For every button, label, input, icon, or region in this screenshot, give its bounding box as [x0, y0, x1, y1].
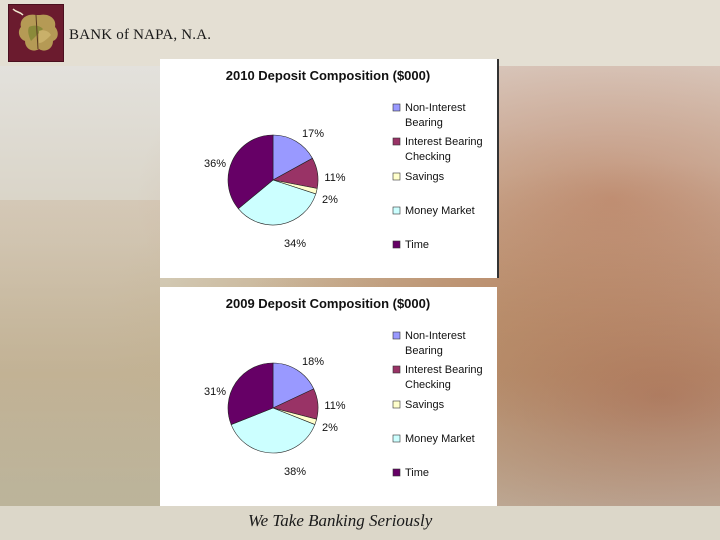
slice-label-time: 31%: [204, 386, 226, 398]
header-band: BANK of NAPA, N.A.: [0, 0, 720, 66]
legend-swatch-time: [392, 240, 401, 249]
chart-title: 2010 Deposit Composition ($000): [226, 68, 430, 83]
chart-2009-panel: 2009 Deposit Composition ($000) 18% Non-In…: [160, 287, 497, 506]
vineyard-rows-background: [0, 200, 160, 506]
legend-swatch-interest-bearing-checking: [392, 137, 401, 146]
pie-slice-non-interest-bearing: [272, 134, 313, 181]
legend-label-interest-bearing-checking: Interest Bearing: [405, 136, 483, 148]
legend-swatch-savings: [392, 172, 401, 181]
pie-slice-time: [227, 362, 274, 425]
legend-label-non-interest-bearing: Bearing: [405, 345, 443, 357]
slice-label-savings: 2%: [322, 194, 338, 206]
deposit-composition-2010-chart: 2010 Deposit Composition ($000) 17% Non-In…: [204, 68, 483, 251]
legend-swatch-time: [392, 468, 401, 477]
footer-band: [0, 506, 720, 540]
legend-label-time: Time: [405, 239, 429, 251]
deposit-composition-2009-chart: 2009 Deposit Composition ($000) 18% Non-In…: [204, 296, 483, 479]
legend-swatch-money-market: [392, 206, 401, 215]
chart-title: 2009 Deposit Composition ($000): [226, 296, 430, 311]
legend-swatch-savings: [392, 400, 401, 409]
legend-swatch-interest-bearing-checking: [392, 365, 401, 374]
legend-label-interest-bearing-checking: Interest Bearing: [405, 364, 483, 376]
legend-label-savings: Savings: [405, 171, 445, 183]
pie: [227, 362, 319, 454]
slice-label-interest-bearing-checking: 11%: [324, 400, 345, 412]
chart-2010-panel: 2010 Deposit Composition ($000) 17% Non-In…: [160, 59, 499, 278]
pie-slice-money-market: [230, 407, 316, 454]
slice-label-money-market: 38%: [284, 466, 306, 478]
pie-slice-time: [227, 134, 274, 210]
legend-label-non-interest-bearing: Bearing: [405, 117, 443, 129]
grape-leaf-icon: [9, 5, 63, 61]
bank-logo: [8, 4, 64, 62]
legend-label-non-interest-bearing: Non-Interest: [405, 330, 466, 342]
slice-label-non-interest-bearing: 17%: [302, 128, 324, 140]
slice-label-non-interest-bearing: 18%: [302, 356, 324, 368]
pie-slice-non-interest-bearing: [272, 362, 315, 409]
legend-swatch-non-interest-bearing: [392, 331, 401, 340]
legend-label-interest-bearing-checking: Checking: [405, 151, 451, 163]
bank-name: BANK of NAPA, N.A.: [69, 27, 212, 43]
legend-label-non-interest-bearing: Non-Interest: [405, 102, 466, 114]
legend-label-time: Time: [405, 467, 429, 479]
slice-label-interest-bearing-checking: 11%: [324, 172, 345, 184]
legend-label-money-market: Money Market: [405, 433, 475, 445]
legend-label-savings: Savings: [405, 399, 445, 411]
slice-label-money-market: 34%: [284, 238, 306, 250]
pie: [227, 134, 319, 226]
pie-slice-money-market: [237, 179, 317, 226]
tagline: We Take Banking Seriously: [248, 511, 433, 530]
slice-label-savings: 2%: [322, 422, 338, 434]
legend-swatch-non-interest-bearing: [392, 103, 401, 112]
legend-label-interest-bearing-checking: Checking: [405, 379, 451, 391]
legend-swatch-money-market: [392, 434, 401, 443]
slice-label-time: 36%: [204, 158, 226, 170]
legend-label-money-market: Money Market: [405, 205, 475, 217]
